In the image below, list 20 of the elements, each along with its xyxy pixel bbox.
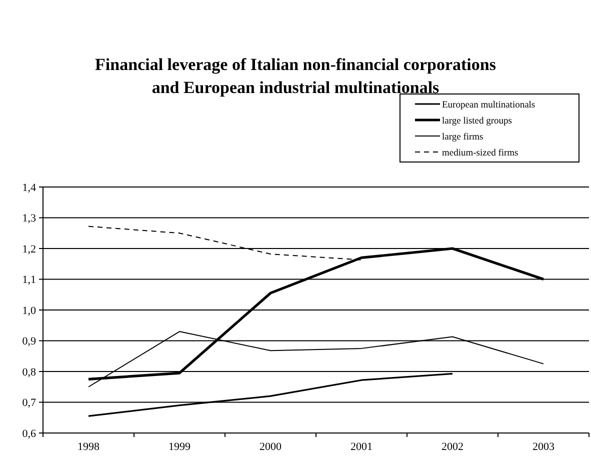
x-tick-label: 1998 (78, 441, 100, 453)
x-tick-label: 2002 (442, 441, 464, 453)
x-tick-label: 2003 (532, 441, 555, 453)
x-tick-label: 1999 (168, 441, 191, 453)
x-tick-label: 2001 (350, 441, 372, 453)
y-tick-label: 0,7 (22, 397, 36, 410)
legend-label: medium-sized firms (442, 148, 519, 158)
y-tick-label: 0,8 (22, 366, 36, 378)
y-tick-label: 0,9 (22, 336, 36, 348)
x-tick-label: 2000 (260, 441, 282, 453)
chart-title: Financial leverage of Italian non-financial corporations and European industrial multinationals (95, 55, 496, 97)
y-tick-label: 1,4 (22, 182, 36, 194)
legend-label: European multinationals (442, 100, 536, 110)
y-tick-label: 1,3 (22, 212, 36, 225)
y-tick-label: 1,0 (22, 304, 36, 317)
legend-label: large firms (442, 132, 484, 142)
y-tick-label: 1,2 (22, 243, 36, 256)
y-tick-label: 1,1 (22, 274, 36, 286)
legend-label: large listed groups (442, 116, 512, 126)
y-tick-label: 0,6 (22, 428, 36, 440)
